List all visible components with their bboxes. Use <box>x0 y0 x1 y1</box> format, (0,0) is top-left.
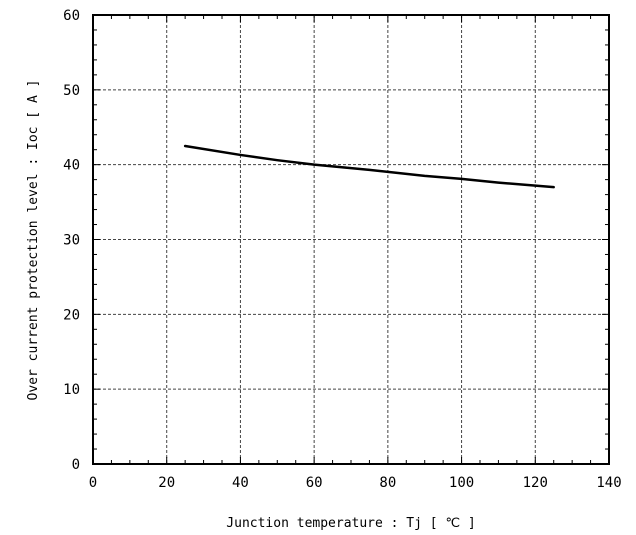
x-tick-label: 40 <box>232 475 249 491</box>
y-axis-title: Over current protection level : Ioc [ A … <box>26 80 41 401</box>
grid-lines <box>93 15 609 464</box>
y-tick-label: 10 <box>63 382 80 398</box>
series-group <box>183 144 555 189</box>
x-tick-label: 80 <box>379 475 396 491</box>
plot-frame <box>92 14 610 465</box>
x-tick-labels: 0 20 40 60 80 100 120 140 <box>89 475 622 491</box>
series-line <box>183 144 555 189</box>
x-tick-label: 100 <box>449 475 474 491</box>
x-tick-label: 140 <box>596 475 621 491</box>
y-tick-label: 60 <box>63 8 80 24</box>
y-tick-labels: 0 10 20 30 40 50 60 <box>63 8 80 473</box>
x-tick-label: 0 <box>89 475 97 491</box>
y-tick-label: 0 <box>72 457 80 473</box>
x-tick-label: 120 <box>523 475 548 491</box>
x-tick-label: 20 <box>158 475 175 491</box>
x-axis-title: Junction temperature : Tj [ ℃ ] <box>226 516 475 531</box>
y-tick-label: 50 <box>63 83 80 99</box>
y-tick-label: 40 <box>63 158 80 174</box>
y-tick-label: 20 <box>63 307 80 323</box>
x-tick-label: 60 <box>306 475 323 491</box>
y-tick-label: 30 <box>63 233 80 249</box>
